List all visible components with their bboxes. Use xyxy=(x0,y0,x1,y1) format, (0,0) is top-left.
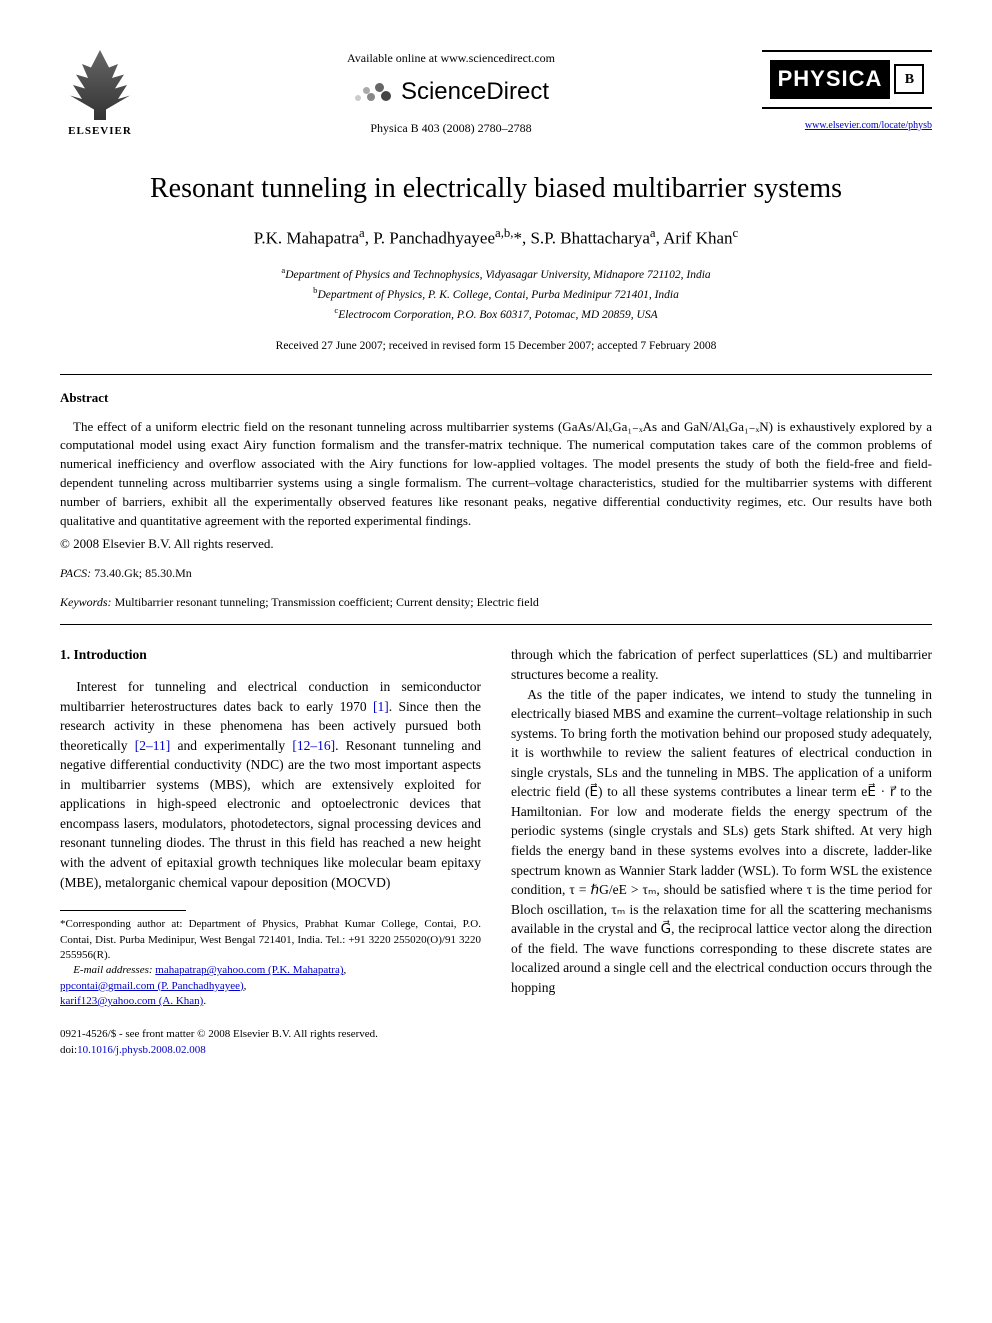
ref-link-1[interactable]: [1] xyxy=(373,699,389,714)
email-link-2[interactable]: ppcontai@gmail.com (P. Panchadhyayee) xyxy=(60,980,244,992)
article-title: Resonant tunneling in electrically biase… xyxy=(60,169,932,208)
footnote-divider xyxy=(60,910,186,911)
pacs-value: 73.40.Gk; 85.30.Mn xyxy=(94,566,192,580)
divider xyxy=(60,624,932,625)
right-column: through which the fabrication of perfect… xyxy=(511,645,932,1058)
divider xyxy=(60,374,932,375)
keywords-value: Multibarrier resonant tunneling; Transmi… xyxy=(115,595,539,609)
affiliation-b: Department of Physics, P. K. College, Co… xyxy=(317,289,678,301)
sciencedirect-text: ScienceDirect xyxy=(401,75,549,109)
abstract-heading: Abstract xyxy=(60,389,932,407)
front-matter-line: 0921-4526/$ - see front matter © 2008 El… xyxy=(60,1027,481,1042)
sciencedirect-dots-icon xyxy=(353,77,393,107)
elsevier-label: ELSEVIER xyxy=(68,124,132,139)
keywords: Keywords: Multibarrier resonant tunnelin… xyxy=(60,594,932,611)
keywords-label: Keywords: xyxy=(60,595,112,609)
section-1-heading: 1. Introduction xyxy=(60,645,481,665)
article-dates: Received 27 June 2007; received in revis… xyxy=(60,338,932,354)
pacs: PACS: 73.40.Gk; 85.30.Mn xyxy=(60,565,932,582)
abstract-text: The effect of a uniform electric field o… xyxy=(60,418,932,531)
email-link-1[interactable]: mahapatrap@yahoo.com (P.K. Mahapatra) xyxy=(155,964,343,976)
affiliations: aDepartment of Physics and Technophysics… xyxy=(60,264,932,324)
physica-banner: PHYSICA B xyxy=(762,50,932,109)
body-columns: 1. Introduction Interest for tunneling a… xyxy=(60,645,932,1058)
doi-block: 0921-4526/$ - see front matter © 2008 El… xyxy=(60,1027,481,1058)
header: ELSEVIER Available online at www.science… xyxy=(60,50,932,139)
affiliation-c: Electrocom Corporation, P.O. Box 60317, … xyxy=(338,309,657,321)
center-header: Available online at www.sciencedirect.co… xyxy=(140,50,762,137)
intro-paragraph-1: Interest for tunneling and electrical co… xyxy=(60,677,481,892)
journal-url-link[interactable]: www.elsevier.com/locate/physb xyxy=(805,120,932,131)
sciencedirect-brand: ScienceDirect xyxy=(160,75,742,109)
left-column: 1. Introduction Interest for tunneling a… xyxy=(60,645,481,1058)
pacs-label: PACS: xyxy=(60,566,91,580)
ref-link-12-16[interactable]: [12–16] xyxy=(292,738,335,753)
intro-paragraph-2: As the title of the paper indicates, we … xyxy=(511,685,932,998)
doi-link[interactable]: 10.1016/j.physb.2008.02.008 xyxy=(77,1044,206,1056)
ref-link-2-11[interactable]: [2–11] xyxy=(135,738,171,753)
affiliation-a: Department of Physics and Technophysics,… xyxy=(285,269,710,281)
email-link-3[interactable]: karif123@yahoo.com (A. Khan) xyxy=(60,995,203,1007)
journal-brand-box: PHYSICA B www.elsevier.com/locate/physb xyxy=(762,50,932,134)
physica-label: PHYSICA xyxy=(770,60,891,99)
corresponding-author-footnote: *Corresponding author at: Department of … xyxy=(60,917,481,1009)
corresponding-text: *Corresponding author at: Department of … xyxy=(60,917,481,963)
journal-reference: Physica B 403 (2008) 2780–2788 xyxy=(160,120,742,137)
authors: P.K. Mahapatraa, P. Panchadhyayeea,b,*, … xyxy=(60,225,932,250)
intro-paragraph-1-cont: through which the fabrication of perfect… xyxy=(511,645,932,684)
elsevier-tree-icon xyxy=(70,50,130,120)
email-label: E-mail addresses: xyxy=(73,964,152,976)
elsevier-logo: ELSEVIER xyxy=(60,50,140,139)
available-online-text: Available online at www.sciencedirect.co… xyxy=(160,50,742,67)
abstract-copyright: © 2008 Elsevier B.V. All rights reserved… xyxy=(60,535,932,553)
doi-label: doi: xyxy=(60,1044,77,1056)
physica-letter: B xyxy=(894,64,924,94)
